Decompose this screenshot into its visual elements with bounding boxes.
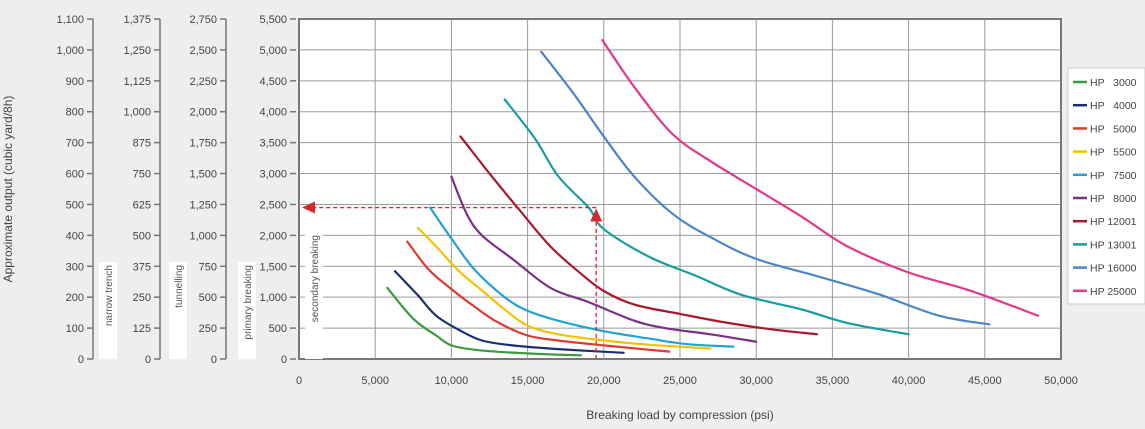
y-tick-label: 5,500 (259, 14, 287, 26)
series-line-9 (540, 50, 991, 326)
label-secondary-breaking-box (305, 232, 323, 359)
series-line-7 (459, 135, 819, 336)
legend-label: HP 25000 (1090, 286, 1137, 298)
x-tick-label: 0 (296, 375, 302, 387)
x-axis-label: Breaking load by compression (psi) (586, 408, 773, 422)
y-tick-label: 600 (66, 169, 84, 181)
y-tick-label: 1,250 (189, 199, 217, 211)
y-tick-label: 1,375 (123, 14, 151, 26)
y-tick-label: 375 (133, 261, 151, 273)
legend-label: HP 13001 (1090, 239, 1137, 251)
x-tick-label: 45,000 (968, 375, 1002, 387)
y-tick-label: 0 (281, 354, 287, 366)
x-tick-label: 25,000 (663, 375, 697, 387)
label-primary-breaking-box (238, 262, 256, 359)
legend-box (1067, 67, 1145, 305)
label-primary-breaking: primary breaking (243, 265, 254, 339)
legend-label: HP 5000 (1090, 123, 1137, 135)
y-tick-label: 2,000 (189, 107, 217, 119)
guide-arrowhead-left (302, 201, 315, 214)
y-tick-label: 750 (133, 169, 151, 181)
series-lines (386, 38, 1040, 357)
guide-arrowhead-up (590, 208, 603, 222)
series-line-5 (429, 206, 735, 348)
x-tick-label: 35,000 (816, 375, 850, 387)
example-guide (302, 201, 603, 359)
legend-label: HP 12001 (1090, 216, 1137, 228)
y-tick-label: 2,250 (189, 76, 217, 88)
y-tick-label: 1,000 (189, 230, 217, 242)
y-tick-label: 500 (133, 230, 151, 242)
y-tick-label: 2,500 (189, 45, 217, 57)
y-tick-label: 1,100 (56, 14, 84, 26)
label-narrow-trench: narrow trench (104, 265, 115, 326)
legend-label: HP 5500 (1090, 147, 1137, 159)
y-tick-label: 4,000 (259, 107, 287, 119)
y-tick-label: 200 (66, 292, 84, 304)
legend-label: HP 16000 (1090, 263, 1137, 275)
y-tick-label: 0 (78, 354, 84, 366)
y-tick-label: 900 (66, 76, 84, 88)
legend-label: HP 3000 (1090, 77, 1137, 89)
x-tick-label: 20,000 (587, 375, 621, 387)
series-line-2 (393, 270, 625, 354)
y-tick-label: 875 (133, 138, 151, 150)
legend-label: HP 8000 (1090, 193, 1137, 205)
label-secondary-breaking: secondary breaking (310, 235, 321, 322)
y-tick-label: 100 (66, 323, 84, 335)
x-tick-label: 15,000 (511, 375, 545, 387)
y-tick-label: 4,500 (259, 76, 287, 88)
legend: HP 3000 HP 4000 HP 5000 HP 5500 HP 7500 HP 80… (1067, 67, 1145, 305)
x-axis: 0 5,000 10,000 15,000 20,000 25,000 30,000 35,0… (296, 375, 1078, 387)
legend-label: HP 7500 (1090, 170, 1137, 182)
series-line-6 (450, 175, 758, 343)
y-tick-label: 3,500 (259, 138, 287, 150)
y-tick-label: 750 (199, 261, 217, 273)
y-tick-label: 1,500 (189, 169, 217, 181)
series-line-3 (406, 240, 671, 353)
y-tick-label: 1,000 (259, 292, 287, 304)
series-line-8 (503, 98, 910, 336)
y-tick-label: 2,500 (259, 199, 287, 211)
application-labels: narrow trench tunnelling primary breaking s… (99, 232, 323, 359)
y-tick-label: 300 (66, 261, 84, 273)
series-line-1 (386, 286, 582, 357)
y-tick-label: 250 (133, 292, 151, 304)
y-tick-label: 1,125 (123, 76, 151, 88)
y-tick-label: 250 (199, 323, 217, 335)
y-tick-label: 500 (199, 292, 217, 304)
y-tick-label: 0 (145, 354, 151, 366)
y-tick-label: 400 (66, 230, 84, 242)
label-narrow-trench-box (99, 262, 117, 359)
x-tick-label: 10,000 (435, 375, 469, 387)
y-tick-label: 1,500 (259, 261, 287, 273)
y-tick-label: 700 (66, 138, 84, 150)
y-tick-label: 2,000 (259, 230, 287, 242)
label-tunnelling-box (169, 262, 187, 359)
y-tick-label: 1,750 (189, 138, 217, 150)
y-tick-label: 1,000 (56, 45, 84, 57)
x-tick-label: 40,000 (892, 375, 926, 387)
y-tick-label: 125 (133, 323, 151, 335)
series-line-4 (416, 226, 712, 350)
y-tick-label: 1,250 (123, 45, 151, 57)
y-tick-label: 1,000 (123, 107, 151, 119)
y-tick-label: 800 (66, 107, 84, 119)
x-tick-label: 5,000 (361, 375, 389, 387)
series-line-10 (601, 38, 1040, 317)
y-tick-label: 0 (211, 354, 217, 366)
label-tunnelling: tunnelling (174, 265, 185, 308)
y-tick-label: 2,750 (189, 14, 217, 26)
y-tick-label: 5,000 (259, 45, 287, 57)
x-tick-label: 30,000 (739, 375, 773, 387)
x-tick-label: 50,000 (1044, 375, 1078, 387)
legend-label: HP 4000 (1090, 100, 1137, 112)
y-axes: 0 100 200 300 400 500 600 700 800 900 1,000 1,100 0 1… (56, 14, 296, 366)
y-tick-label: 625 (133, 199, 151, 211)
y-tick-label: 500 (269, 323, 287, 335)
y-axis-label: Approximate output (cubic yard/8h) (1, 96, 15, 283)
y-tick-label: 500 (66, 199, 84, 211)
y-tick-label: 3,000 (259, 169, 287, 181)
